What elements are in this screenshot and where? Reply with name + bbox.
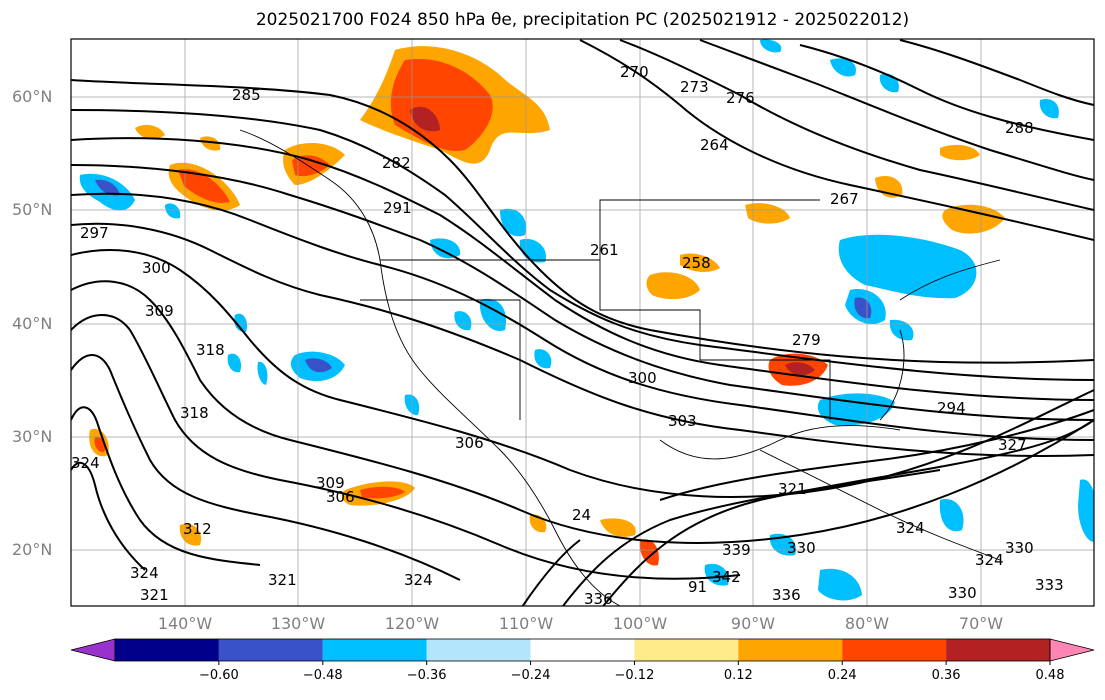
contour-label: 309 — [316, 474, 345, 492]
colorbar: −0.60 −0.48 −0.36 −0.24 −0.12 0.12 0.24 0.36 0.4… — [70, 638, 1095, 683]
contour-label: 91 — [688, 578, 707, 596]
contour-label: 324 — [975, 551, 1004, 569]
contour-label: 291 — [383, 199, 412, 217]
colorbar-bin — [115, 639, 219, 661]
contour-label: 306 — [455, 434, 484, 452]
contour-label: 24 — [572, 506, 591, 524]
contour-label: 321 — [268, 571, 297, 589]
lon-label-130w: 130°W — [271, 614, 326, 633]
contour-label: 336 — [584, 590, 613, 608]
contour-label: 318 — [180, 404, 209, 422]
contour-label: 300 — [628, 369, 657, 387]
contour-label: 330 — [948, 584, 977, 602]
coastlines — [239, 129, 1001, 606]
map-frame — [70, 38, 1095, 607]
contour-label: 285 — [232, 86, 261, 104]
colorbar-bin — [842, 639, 947, 661]
colorbar-tick-label: −0.24 — [511, 668, 551, 683]
colorbar-bin — [634, 639, 739, 661]
contour-label: 324 — [130, 564, 159, 582]
colorbar-bin — [426, 639, 531, 661]
colorbar-bin — [322, 639, 427, 661]
contour-label: 294 — [937, 399, 966, 417]
colorbar-tick-label: 0.36 — [932, 668, 961, 683]
colorbar-bin — [946, 639, 1050, 661]
contour-label: 309 — [145, 302, 174, 320]
contour-label: 261 — [590, 241, 619, 259]
contour-label: 342 — [712, 568, 741, 586]
colorbar-tick-label: −0.12 — [615, 668, 655, 683]
colorbar-bin — [218, 639, 323, 661]
contour-label: 336 — [772, 586, 801, 604]
contour-label: 318 — [196, 341, 225, 359]
lon-label-120w: 120°W — [385, 614, 440, 633]
colorbar-extend-low — [70, 638, 116, 662]
colorbar-extend-high — [1049, 638, 1095, 662]
contour-label: 339 — [722, 541, 751, 559]
colorbar-tick-label: −0.48 — [303, 668, 343, 683]
colorbar-tick-label: −0.36 — [407, 668, 447, 683]
colorbar-tick-label: 0.12 — [724, 668, 753, 683]
lon-label-110w: 110°W — [499, 614, 554, 633]
latitude-axis: 60°N 50°N 40°N 30°N 20°N — [12, 87, 52, 559]
lat-label-40: 40°N — [12, 314, 52, 333]
contour-labels: 285 282 291 297 300 309 318 318 324 312 … — [71, 63, 1064, 608]
theta-e-contours — [71, 39, 1094, 606]
contour-label: 282 — [382, 154, 411, 172]
contour-label: 288 — [1005, 119, 1034, 137]
contour-label: 267 — [830, 190, 859, 208]
contour-label: 324 — [71, 454, 100, 472]
lon-label-90w: 90°W — [731, 614, 775, 633]
precipitation-shading — [79, 39, 1094, 601]
contour-label: 258 — [682, 254, 711, 272]
lon-label-140w: 140°W — [158, 614, 213, 633]
lat-label-30: 30°N — [12, 427, 52, 446]
contour-label: 324 — [404, 571, 433, 589]
colorbar-tick-label: −0.60 — [199, 668, 239, 683]
lon-label-80w: 80°W — [845, 614, 889, 633]
lat-label-60: 60°N — [12, 87, 52, 106]
contour-label: 327 — [998, 436, 1027, 454]
longitude-axis: 140°W 130°W 120°W 110°W 100°W 90°W 80°W … — [158, 614, 1003, 633]
contour-label: 276 — [726, 89, 755, 107]
lon-label-100w: 100°W — [613, 614, 668, 633]
contour-label: 330 — [1005, 539, 1034, 557]
contour-label: 324 — [896, 519, 925, 537]
lat-label-20: 20°N — [12, 540, 52, 559]
colorbar-outline — [114, 638, 1051, 662]
colorbar-bin — [530, 639, 635, 661]
contour-label: 279 — [792, 331, 821, 349]
lat-label-50: 50°N — [12, 200, 52, 219]
contour-label: 321 — [778, 480, 807, 498]
lon-label-70w: 70°W — [959, 614, 1003, 633]
contour-label: 306 — [326, 488, 355, 506]
contour-label: 303 — [668, 412, 697, 430]
contour-label: 333 — [1035, 576, 1064, 594]
contour-label: 264 — [700, 136, 729, 154]
colorbar-tick-label: 0.48 — [1036, 668, 1065, 683]
contour-label: 270 — [620, 63, 649, 81]
contour-label: 297 — [80, 224, 109, 242]
graticule — [71, 39, 1094, 606]
map-title: 2025021700 F024 850 hPa θe, precipitatio… — [255, 10, 910, 30]
contour-label: 321 — [140, 586, 169, 604]
colorbar-tick-label: 0.24 — [828, 668, 857, 683]
colorbar-bin — [738, 639, 843, 661]
contour-label: 300 — [142, 259, 171, 277]
contour-label: 312 — [183, 520, 212, 538]
contour-label: 330 — [787, 539, 816, 557]
contour-label: 273 — [680, 78, 709, 96]
